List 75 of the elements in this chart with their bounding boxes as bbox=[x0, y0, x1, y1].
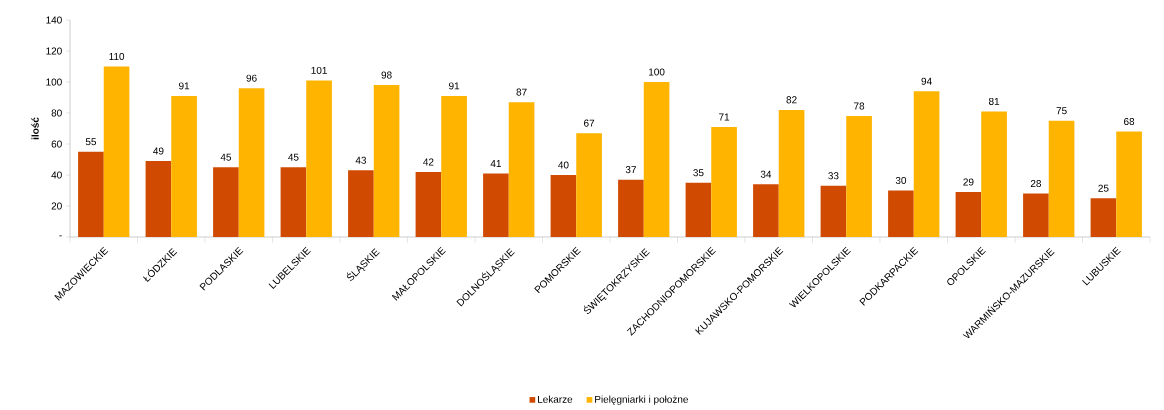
bar bbox=[238, 88, 265, 237]
bar bbox=[483, 173, 509, 237]
legend-label: Lekarze bbox=[538, 395, 573, 403]
bar bbox=[171, 95, 197, 237]
data-label: 40 bbox=[558, 161, 569, 169]
bar bbox=[913, 91, 940, 237]
y-tick-label: 140 bbox=[46, 16, 62, 24]
data-label: 67 bbox=[584, 119, 595, 127]
bar bbox=[753, 184, 779, 237]
data-label: 87 bbox=[516, 88, 527, 96]
data-label: 34 bbox=[760, 170, 772, 178]
bar bbox=[618, 179, 644, 237]
bar bbox=[508, 102, 535, 237]
y-axis-title: ilość bbox=[31, 117, 39, 140]
bar bbox=[1048, 120, 1075, 237]
bar bbox=[1116, 131, 1142, 237]
data-label: 91 bbox=[179, 82, 190, 90]
bar bbox=[280, 167, 307, 237]
data-label: 37 bbox=[625, 166, 636, 174]
bar bbox=[1023, 193, 1049, 237]
data-label: 101 bbox=[311, 66, 327, 74]
y-tick-label: 20 bbox=[51, 202, 62, 210]
bar bbox=[213, 167, 239, 237]
y-tick-label: 120 bbox=[46, 47, 62, 55]
y-tick-label: 100 bbox=[46, 78, 62, 86]
data-label: 45 bbox=[220, 153, 232, 161]
bar bbox=[711, 126, 737, 237]
y-tick-label: 80 bbox=[51, 109, 62, 117]
data-label: 45 bbox=[288, 153, 299, 161]
data-label: 68 bbox=[1124, 118, 1135, 126]
bar bbox=[643, 82, 670, 237]
data-label: 33 bbox=[828, 172, 839, 180]
data-label: 30 bbox=[895, 176, 907, 184]
bar bbox=[846, 116, 872, 237]
y-tick-label: - bbox=[59, 235, 62, 237]
bar bbox=[888, 190, 914, 237]
data-label: 100 bbox=[649, 68, 665, 76]
data-label: 110 bbox=[109, 52, 125, 60]
bar bbox=[415, 171, 442, 237]
bar bbox=[78, 151, 104, 237]
data-label: 81 bbox=[988, 97, 1000, 105]
data-label: 25 bbox=[1098, 184, 1109, 192]
data-label: 98 bbox=[381, 71, 392, 79]
y-tick-label: 40 bbox=[51, 171, 62, 179]
bar bbox=[955, 192, 982, 237]
data-label: 78 bbox=[854, 102, 865, 110]
data-label: 71 bbox=[719, 113, 730, 121]
data-label: 49 bbox=[153, 147, 164, 155]
data-label: 91 bbox=[449, 82, 460, 90]
bar bbox=[778, 109, 805, 237]
data-label: 43 bbox=[355, 156, 367, 164]
bar bbox=[441, 95, 467, 237]
bar bbox=[685, 182, 712, 237]
data-label: 75 bbox=[1056, 107, 1067, 115]
bar bbox=[550, 175, 577, 237]
data-label: 35 bbox=[693, 169, 704, 177]
legend-label: Pielęgniarki i położne bbox=[595, 395, 688, 405]
data-label: 82 bbox=[786, 96, 797, 104]
bar bbox=[820, 185, 847, 237]
data-label: 29 bbox=[963, 178, 974, 186]
data-label: 96 bbox=[246, 74, 257, 82]
bar bbox=[373, 85, 400, 237]
bar bbox=[306, 80, 332, 237]
bar bbox=[981, 111, 1007, 237]
bar bbox=[348, 170, 374, 237]
bar bbox=[576, 133, 602, 237]
data-label: 55 bbox=[85, 138, 97, 146]
data-label: 42 bbox=[423, 158, 434, 166]
data-label: 41 bbox=[490, 160, 501, 167]
data-label: 28 bbox=[1030, 180, 1042, 188]
bar bbox=[1090, 198, 1117, 237]
bar bbox=[103, 66, 130, 237]
data-label: 94 bbox=[921, 77, 932, 85]
y-tick-label: 60 bbox=[51, 140, 62, 148]
bar bbox=[145, 161, 172, 237]
